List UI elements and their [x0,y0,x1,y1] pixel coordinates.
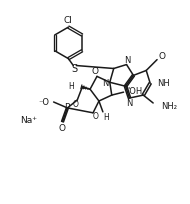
Text: O: O [158,52,165,61]
Text: NH: NH [157,78,170,87]
Text: H: H [103,113,109,122]
Text: H: H [69,81,74,90]
Text: P: P [64,103,69,112]
Text: N: N [124,56,131,65]
Text: N: N [102,78,108,87]
Text: O: O [92,67,98,76]
Text: Na⁺: Na⁺ [21,116,37,125]
Text: Cl: Cl [64,16,73,25]
Text: O: O [72,100,78,109]
Polygon shape [82,86,90,90]
Text: O: O [93,112,99,121]
Text: NH₂: NH₂ [161,102,177,111]
Text: O: O [59,123,66,132]
Text: S: S [71,64,77,74]
Text: N: N [126,99,133,108]
Text: 'OH: 'OH [127,86,143,95]
Text: ⁻O: ⁻O [39,97,50,106]
